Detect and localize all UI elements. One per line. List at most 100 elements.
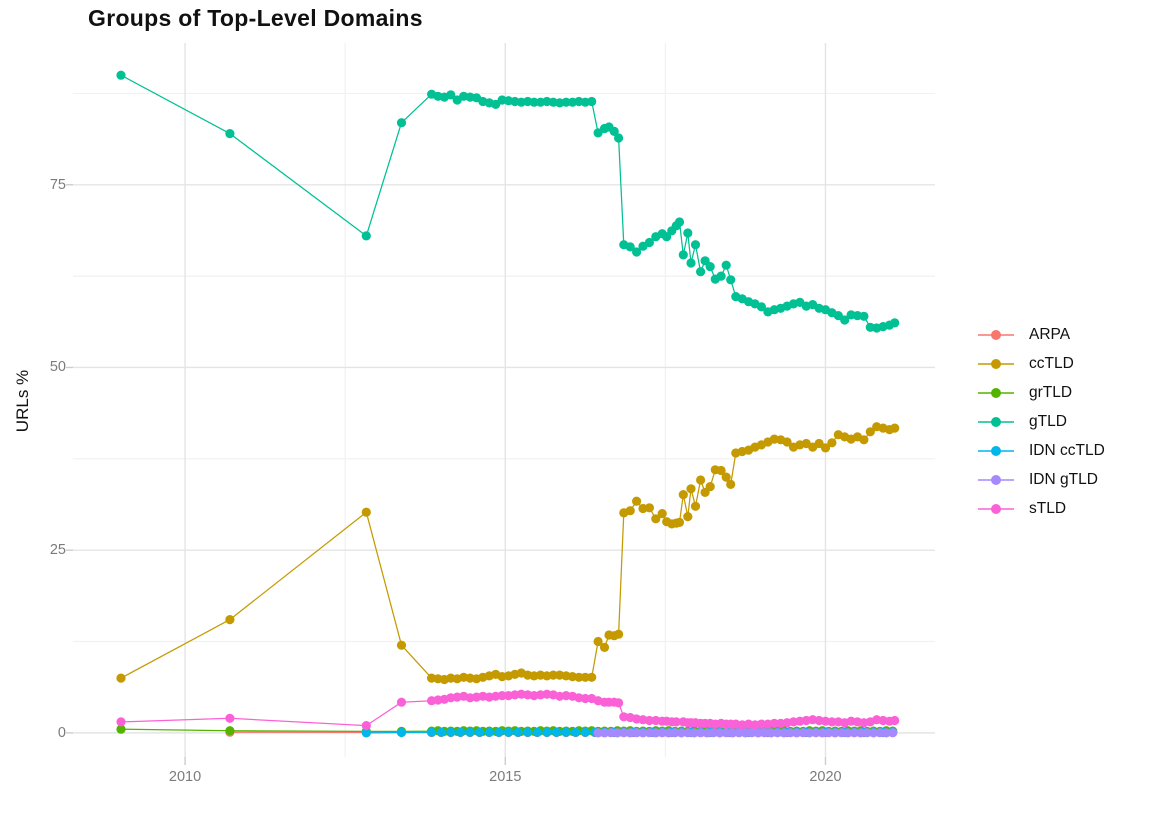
data-point <box>747 728 757 738</box>
data-point <box>683 511 693 522</box>
data-point <box>779 728 789 738</box>
data-point <box>561 97 571 107</box>
data-point <box>849 728 859 738</box>
data-point <box>827 717 837 727</box>
legend-key-icon <box>978 387 1014 398</box>
chart-title: Groups of Top-Level Domains <box>88 5 423 31</box>
data-point <box>614 629 624 639</box>
data-point <box>740 728 751 738</box>
data-point <box>862 728 872 738</box>
legend-label: IDN gTLD <box>1029 470 1098 488</box>
data-point <box>865 427 875 437</box>
data-point <box>690 240 701 250</box>
legend-key-dot <box>991 416 1001 427</box>
data-point <box>561 727 571 737</box>
data-point <box>580 672 590 682</box>
legend-label: gTLD <box>1029 412 1067 430</box>
data-point <box>890 318 900 328</box>
data-point <box>716 271 726 281</box>
data-point <box>532 727 542 737</box>
data-point <box>396 118 407 128</box>
data-point <box>798 728 808 738</box>
data-point <box>875 728 885 738</box>
data-point <box>769 718 779 729</box>
series-ccTLD <box>116 422 900 685</box>
data-point <box>644 715 655 726</box>
data-point <box>705 262 715 272</box>
data-point <box>225 713 235 723</box>
legend-key-dot <box>991 387 1001 398</box>
data-point <box>593 128 603 138</box>
legend-entry-grTLD: grTLD <box>976 378 1105 407</box>
data-point <box>587 96 597 107</box>
data-point <box>361 231 371 241</box>
data-point <box>859 435 869 445</box>
data-point <box>824 728 834 738</box>
legend-label: sTLD <box>1029 499 1067 517</box>
data-point <box>689 728 699 738</box>
data-point <box>705 482 715 492</box>
series-line <box>120 74 895 329</box>
data-point <box>715 728 725 738</box>
data-point <box>678 250 688 260</box>
data-point <box>625 242 635 252</box>
data-point <box>625 728 635 738</box>
data-point <box>361 728 371 738</box>
data-point <box>396 697 407 707</box>
x-tick-label: 2010 <box>168 769 202 785</box>
data-point <box>587 672 597 682</box>
data-point <box>772 728 783 738</box>
data-point <box>644 728 655 738</box>
data-point <box>683 228 693 238</box>
data-point <box>632 496 642 506</box>
legend: ARPA ccTLD grTLD gTLD IDN ccTLD IDN gTLD sTLD <box>976 320 1105 523</box>
data-point <box>664 728 674 738</box>
data-point <box>503 727 514 737</box>
data-point <box>465 727 475 737</box>
data-point <box>856 728 866 738</box>
data-point <box>881 728 891 738</box>
data-point <box>513 727 523 737</box>
data-point <box>721 728 731 738</box>
data-point <box>890 715 900 726</box>
data-point <box>721 260 731 270</box>
data-point <box>890 423 900 433</box>
data-point <box>670 728 680 738</box>
data-point <box>696 728 706 738</box>
data-point <box>593 728 603 738</box>
y-tick-label: 50 <box>49 359 66 376</box>
data-point <box>606 728 616 738</box>
legend-key-dot <box>991 358 1001 369</box>
data-point <box>396 727 407 738</box>
data-point <box>551 727 562 737</box>
data-point <box>734 728 744 738</box>
data-point <box>225 615 235 625</box>
data-point <box>728 728 738 738</box>
data-point <box>619 728 629 738</box>
data-point <box>580 693 590 704</box>
legend-entry-ccTLD: ccTLD <box>976 349 1105 378</box>
data-point <box>676 728 687 738</box>
data-point <box>690 501 701 511</box>
series-IDN-gTLD <box>593 728 898 738</box>
data-point <box>760 728 770 738</box>
data-point <box>792 728 802 738</box>
data-point <box>574 672 584 682</box>
data-point <box>446 727 456 737</box>
x-tick-label: 2020 <box>809 769 842 785</box>
legend-key-dot <box>991 474 1001 485</box>
data-point <box>674 217 685 227</box>
data-point <box>726 479 736 489</box>
data-point <box>644 237 655 248</box>
data-point <box>523 727 533 737</box>
data-point <box>436 727 446 737</box>
data-point <box>753 728 763 738</box>
data-point <box>756 719 767 729</box>
data-point <box>491 99 501 109</box>
data-point <box>396 640 407 650</box>
data-point <box>609 126 619 136</box>
data-point <box>840 315 850 325</box>
data-point <box>529 97 539 107</box>
data-point <box>683 728 693 738</box>
